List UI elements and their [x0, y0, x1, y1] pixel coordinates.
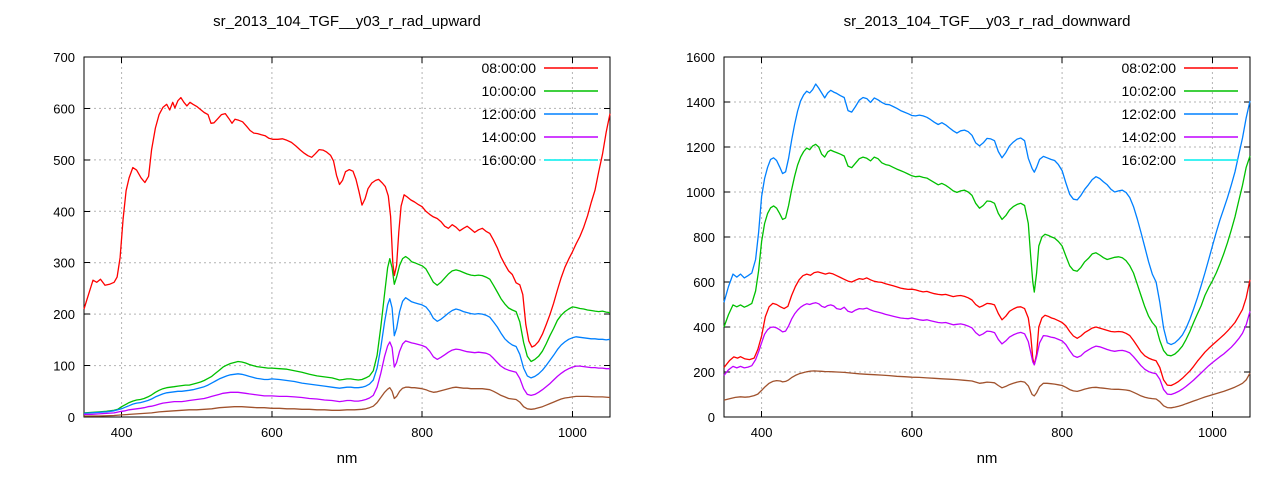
legend-label: 14:02:00: [1122, 129, 1177, 145]
x-axis-label: nm: [977, 450, 998, 467]
chart-rad-upward-canvas: sr_2013_104_TGF__y03_r_rad_upward nm 400…: [53, 13, 611, 467]
y-tick-label: 1000: [686, 185, 715, 200]
y-tick-label: 1200: [686, 140, 715, 155]
series-line-untitled: [84, 386, 611, 417]
legend-label: 16:02:00: [1122, 152, 1177, 168]
x-tick-label: 400: [111, 425, 133, 440]
y-tick-label: 600: [53, 101, 75, 116]
x-tick-label: 400: [751, 425, 773, 440]
legend-label: 10:02:00: [1122, 83, 1177, 99]
legend-label: 10:00:00: [482, 83, 537, 99]
x-tick-label: 800: [1051, 425, 1073, 440]
series-line-08:02:00: [723, 271, 1251, 387]
y-tick-label: 500: [53, 153, 75, 168]
legend-label: 14:00:00: [482, 129, 537, 145]
series-line-12:02:00: [723, 83, 1251, 346]
x-tick-label: 1000: [1198, 425, 1227, 440]
chart-rad-downward-canvas: sr_2013_104_TGF__y03_r_rad_downward nm 4…: [686, 13, 1251, 467]
y-tick-label: 1400: [686, 95, 715, 110]
series-line-08:00:00: [83, 96, 611, 348]
chart-title: sr_2013_104_TGF__y03_r_rad_downward: [844, 13, 1131, 30]
chart-title: sr_2013_104_TGF__y03_r_rad_upward: [213, 13, 481, 30]
legend-label: 16:00:00: [482, 152, 537, 168]
legend-label: 12:02:00: [1122, 106, 1177, 122]
x-tick-label: 600: [261, 425, 283, 440]
legend-label: 08:00:00: [482, 60, 537, 76]
series-line-10:00:00: [83, 255, 611, 414]
series-line-10:02:00: [723, 143, 1251, 357]
y-tick-label: 400: [53, 204, 75, 219]
y-tick-label: 800: [693, 230, 715, 245]
y-tick-label: 300: [53, 256, 75, 271]
y-tick-label: 1600: [686, 50, 715, 65]
x-tick-label: 600: [901, 425, 923, 440]
x-axis-label: nm: [337, 450, 358, 467]
legend-label: 08:02:00: [1122, 60, 1177, 76]
series-line-14:00:00: [84, 340, 610, 416]
chart-rad-upward: sr_2013_104_TGF__y03_r_rad_upward nm 400…: [53, 13, 611, 467]
series-line-12:00:00: [83, 297, 611, 415]
series-line-untitled: [723, 370, 1251, 409]
plot-frame: [723, 56, 1251, 418]
y-tick-label: 200: [53, 307, 75, 322]
series-line-14:02:00: [723, 302, 1251, 396]
y-tick-label: 0: [708, 410, 715, 425]
chart-rad-downward: sr_2013_104_TGF__y03_r_rad_downward nm 4…: [640, 0, 1280, 480]
y-tick-label: 100: [53, 359, 75, 374]
y-tick-label: 400: [693, 320, 715, 335]
x-tick-label: 1000: [558, 425, 587, 440]
y-tick-label: 0: [68, 410, 75, 425]
legend-label: 12:00:00: [482, 106, 537, 122]
plot-frame: [83, 56, 611, 418]
y-tick-label: 200: [693, 365, 715, 380]
y-tick-label: 700: [53, 50, 75, 65]
x-tick-label: 800: [411, 425, 433, 440]
y-tick-label: 600: [693, 275, 715, 290]
